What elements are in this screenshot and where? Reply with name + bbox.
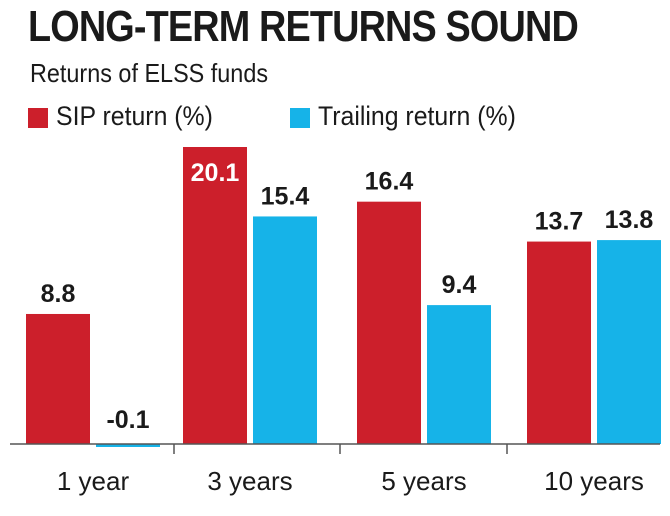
bar-sip-1	[26, 313, 90, 444]
bar-label-trailing-2: 15.4	[261, 182, 310, 210]
bar-label-sip-3: 16.4	[365, 168, 414, 196]
legend-swatch-sip	[28, 108, 48, 128]
bar-label-trailing-4: 13.8	[605, 206, 654, 234]
legend-label-trailing: Trailing return (%)	[318, 101, 516, 131]
legend-label-sip: SIP return (%)	[56, 101, 213, 131]
bar-trailing-3	[427, 305, 491, 444]
bar-sip-4	[527, 241, 591, 444]
legend-swatch-trailing	[290, 108, 310, 128]
category-label-3: 5 years	[381, 466, 466, 496]
bar-label-sip-4: 13.7	[535, 208, 584, 236]
bar-label-sip-1: 8.8	[41, 280, 76, 308]
category-label-4: 10 years	[544, 466, 644, 496]
bar-sip-2	[183, 147, 247, 444]
category-label-2: 3 years	[207, 466, 292, 496]
bar-labels-group: 8.8 -0.1 20.1 15.4 16.4 9.4 13.7 13.8	[41, 159, 654, 434]
bar-label-trailing-3: 9.4	[442, 271, 477, 299]
bar-label-sip-2: 20.1	[191, 159, 240, 187]
bar-sip-3	[357, 201, 421, 444]
category-label-1: 1 year	[57, 466, 130, 496]
bar-label-trailing-1: -0.1	[106, 406, 149, 434]
bars-group	[26, 147, 661, 447]
category-labels-group: 1 year 3 years 5 years 10 years	[57, 466, 644, 496]
x-axis	[10, 443, 660, 454]
chart-title: LONG-TERM RETURNS SOUND	[28, 2, 579, 51]
bar-trailing-2	[253, 216, 317, 444]
bar-trailing-4	[597, 240, 661, 444]
chart-subtitle: Returns of ELSS funds	[30, 58, 269, 88]
bar-trailing-1	[96, 444, 160, 447]
